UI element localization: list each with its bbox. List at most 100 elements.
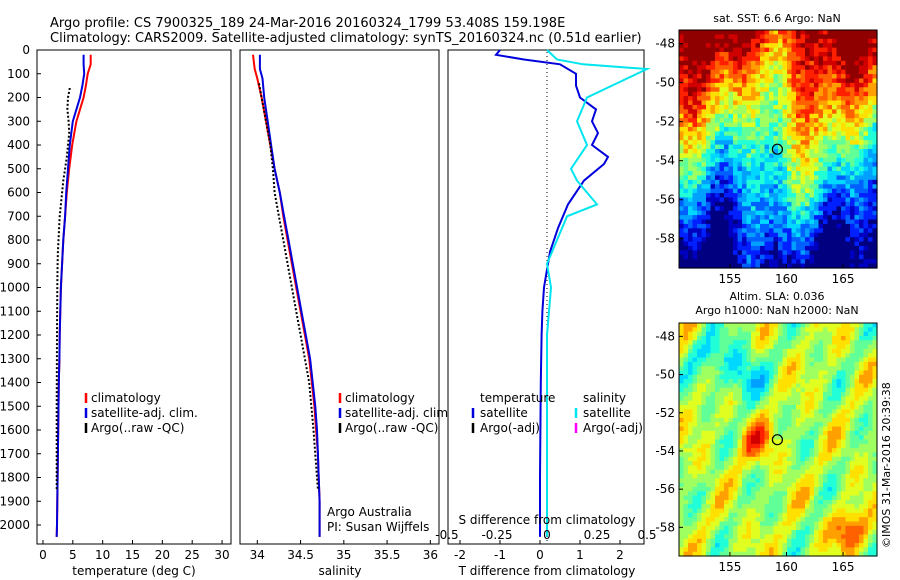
map-cell [809,370,815,376]
map-cell [791,78,797,84]
map-cell [746,456,752,462]
map-cell [719,404,725,410]
map-cell [832,144,838,150]
map-cell [733,323,739,328]
map-cell [787,193,793,199]
map-cell [827,179,833,185]
map-cell [764,30,770,36]
map-cell [764,344,770,350]
map-cell [769,404,775,410]
map-cell [710,331,716,337]
map-cell [827,250,833,256]
map-cell [854,422,860,428]
map-cell [773,491,779,497]
map-cell [796,482,802,488]
map-cell [868,263,874,269]
map-cell [688,551,694,557]
map-cell [859,379,865,384]
map-cell [773,60,779,66]
map-cell [854,162,860,168]
map-cell [805,439,811,445]
map-cell [845,504,851,510]
map-cell [688,521,694,527]
map-cell [706,104,712,110]
map-cell [872,361,878,367]
map-cell [733,491,739,497]
map-cell [823,60,829,66]
map-cell [773,210,779,216]
map-cell [764,162,770,168]
map-cell [818,237,824,243]
map-cell [850,474,856,479]
map-cell [836,374,842,380]
map-cell [769,499,775,505]
map-cell [778,448,784,454]
map-cell [854,448,860,454]
map-cell [823,193,829,199]
map-cell [818,78,824,84]
map-cell [787,250,793,256]
map-cell [868,237,874,243]
map-cell [688,465,694,471]
map-cell [724,197,730,203]
map-cell [845,517,851,523]
map-cell [868,392,874,397]
map-cell [778,392,784,397]
map-cell [760,486,766,492]
map-cell [859,461,865,466]
map-cell [805,547,811,553]
map-cell [764,392,770,397]
map-cell [701,122,707,128]
map-cell [679,153,685,159]
map-cell [688,237,694,243]
map-cell [863,263,869,269]
map-cell [724,122,730,128]
map-cell [859,237,865,243]
map-cell [755,357,761,363]
map-cell [751,38,757,44]
map-cell [827,47,833,53]
map-cell [859,392,865,397]
map-cell [863,370,869,376]
map-cell [742,82,748,88]
map-cell [737,74,743,80]
salinity-tick-label: 36 [423,548,438,562]
map-cell [692,126,698,132]
map-cell [737,60,743,66]
map-cell [859,157,865,163]
map-cell [742,219,748,225]
map-cell [809,530,815,536]
map-cell [724,69,730,75]
map-cell [778,461,784,466]
map-cell [863,404,869,410]
map-cell [701,547,707,553]
map-cell [872,422,878,428]
map-cell [715,495,721,501]
map-cell [868,512,874,518]
map-cell [683,538,689,544]
map-cell [737,387,743,393]
map-cell [724,396,730,402]
map-cell [760,69,766,75]
map-cell [697,60,703,66]
map-cell [755,210,761,216]
map-cell [823,474,829,479]
map-cell [742,374,748,380]
map-cell [773,245,779,251]
map-cell [859,162,865,168]
longitude-tick-label: 165 [832,272,855,286]
map-cell [823,131,829,137]
map-cell [773,422,779,428]
map-cell [742,122,748,128]
map-cell [728,250,734,256]
depth-tick-label: 2000 [0,518,30,532]
header-line-1: Argo profile: CS 7900325_189 24-Mar-2016… [50,16,565,31]
map-cell [701,144,707,150]
map-cell [859,340,865,346]
map-cell [679,179,685,185]
map-cell [733,74,739,80]
map-cell [692,65,698,71]
map-cell [836,465,842,471]
map-cell [845,534,851,540]
map-cell [832,443,838,449]
